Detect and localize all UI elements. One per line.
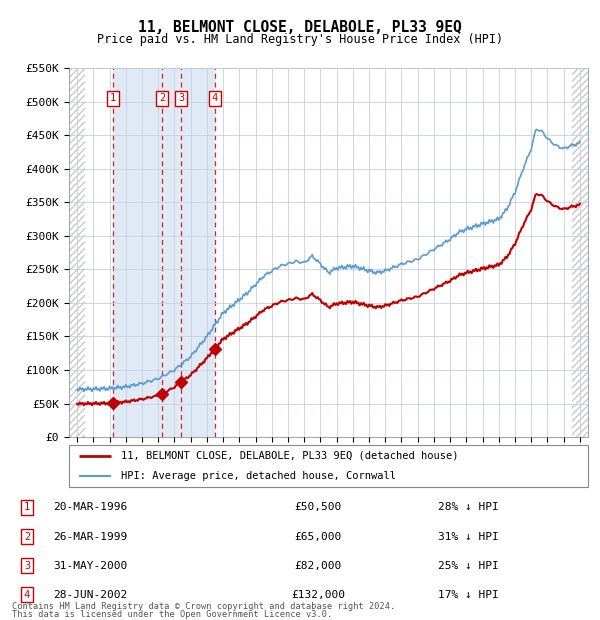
Text: This data is licensed under the Open Government Licence v3.0.: This data is licensed under the Open Gov… bbox=[12, 610, 332, 619]
Text: 20-MAR-1996: 20-MAR-1996 bbox=[53, 502, 127, 513]
Bar bbox=[572, 68, 588, 437]
Text: 3: 3 bbox=[178, 94, 184, 104]
Text: 31-MAY-2000: 31-MAY-2000 bbox=[53, 560, 127, 571]
Text: 31% ↓ HPI: 31% ↓ HPI bbox=[437, 531, 499, 542]
Text: 11, BELMONT CLOSE, DELABOLE, PL33 9EQ: 11, BELMONT CLOSE, DELABOLE, PL33 9EQ bbox=[138, 20, 462, 35]
Text: £50,500: £50,500 bbox=[295, 502, 341, 513]
Text: 25% ↓ HPI: 25% ↓ HPI bbox=[437, 560, 499, 571]
Text: 2: 2 bbox=[159, 94, 165, 104]
Text: 1: 1 bbox=[24, 502, 30, 513]
Text: 17% ↓ HPI: 17% ↓ HPI bbox=[437, 590, 499, 600]
Text: £82,000: £82,000 bbox=[295, 560, 341, 571]
Text: £132,000: £132,000 bbox=[291, 590, 345, 600]
Text: 11, BELMONT CLOSE, DELABOLE, PL33 9EQ (detached house): 11, BELMONT CLOSE, DELABOLE, PL33 9EQ (d… bbox=[121, 451, 458, 461]
Text: £65,000: £65,000 bbox=[295, 531, 341, 542]
Text: 28% ↓ HPI: 28% ↓ HPI bbox=[437, 502, 499, 513]
Text: Price paid vs. HM Land Registry's House Price Index (HPI): Price paid vs. HM Land Registry's House … bbox=[97, 33, 503, 46]
Bar bbox=[69, 68, 85, 437]
Text: 28-JUN-2002: 28-JUN-2002 bbox=[53, 590, 127, 600]
Text: 26-MAR-1999: 26-MAR-1999 bbox=[53, 531, 127, 542]
Text: HPI: Average price, detached house, Cornwall: HPI: Average price, detached house, Corn… bbox=[121, 471, 396, 481]
Text: 3: 3 bbox=[24, 560, 30, 571]
Text: 2: 2 bbox=[24, 531, 30, 542]
Bar bbox=[113, 68, 215, 437]
Text: 4: 4 bbox=[212, 94, 218, 104]
Text: 4: 4 bbox=[24, 590, 30, 600]
Text: Contains HM Land Registry data © Crown copyright and database right 2024.: Contains HM Land Registry data © Crown c… bbox=[12, 602, 395, 611]
Text: 1: 1 bbox=[110, 94, 116, 104]
FancyBboxPatch shape bbox=[69, 445, 588, 487]
